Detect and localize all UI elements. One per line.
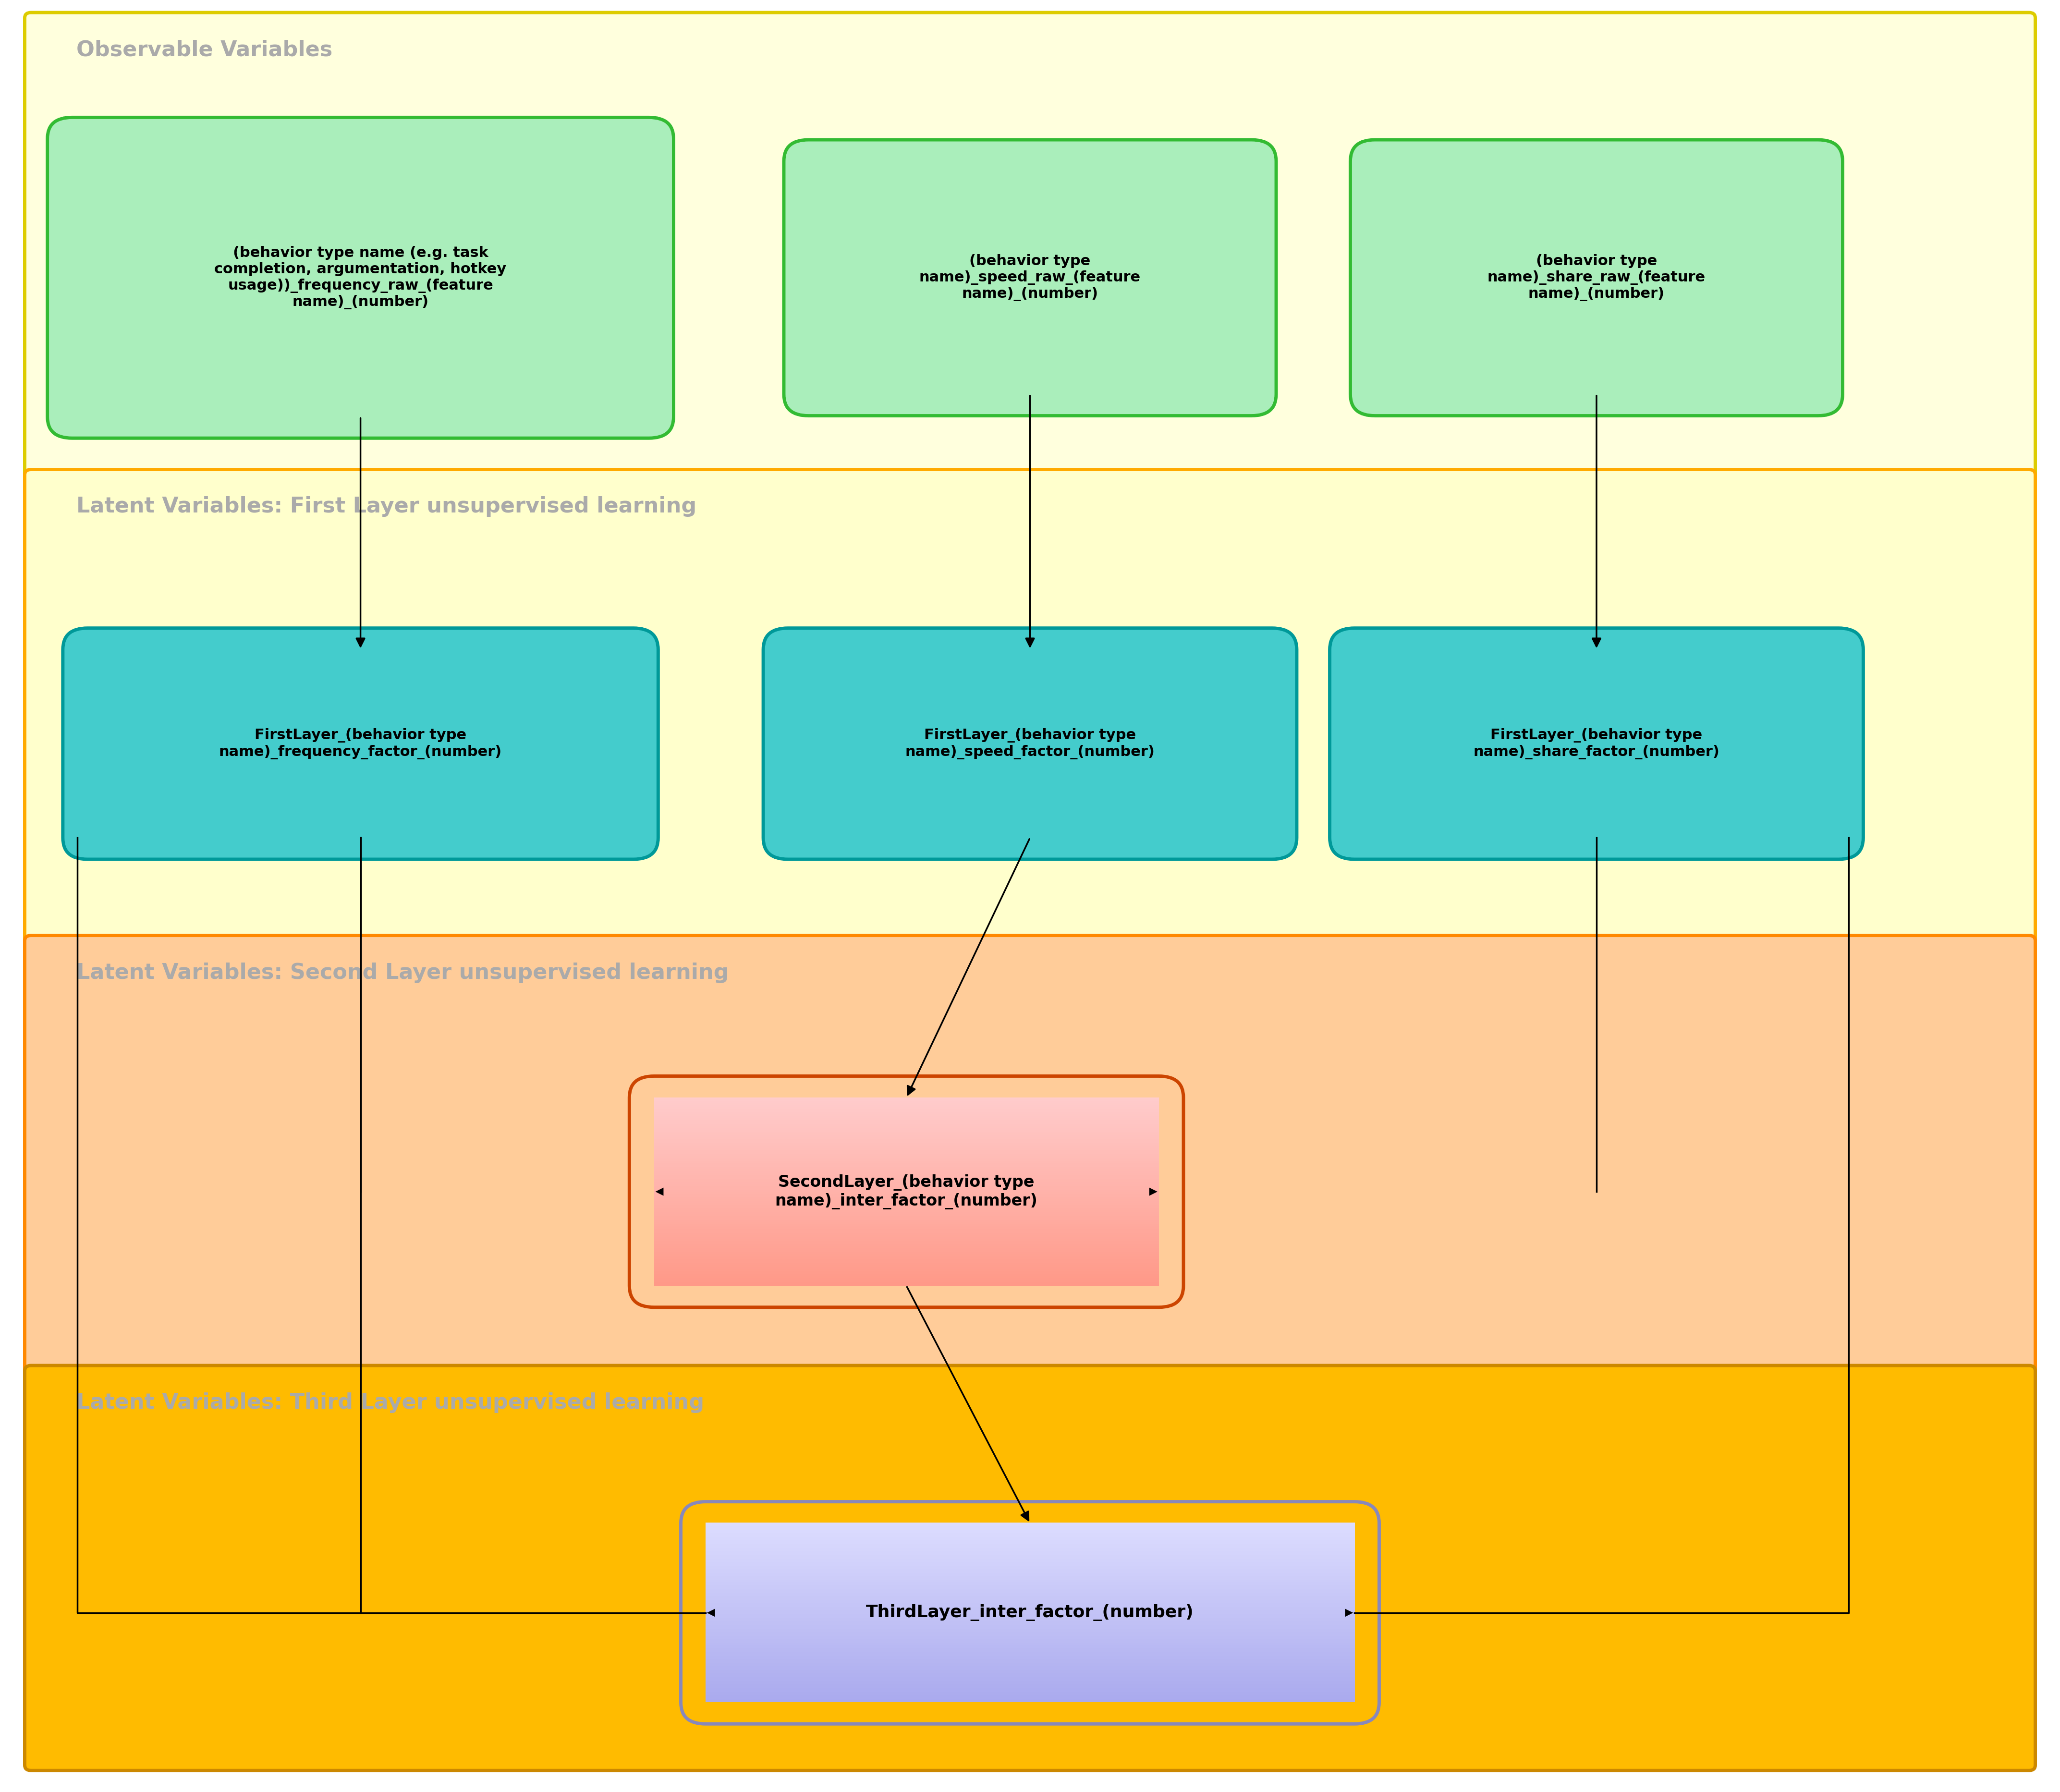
Text: Latent Variables: Second Layer unsupervised learning: Latent Variables: Second Layer unsupervi… xyxy=(76,962,729,984)
FancyBboxPatch shape xyxy=(1351,140,1842,416)
Text: FirstLayer_(behavior type
name)_frequency_factor_(number): FirstLayer_(behavior type name)_frequenc… xyxy=(218,728,503,760)
Text: FirstLayer_(behavior type
name)_share_factor_(number): FirstLayer_(behavior type name)_share_fa… xyxy=(1473,728,1720,760)
Text: ThirdLayer_inter_factor_(number): ThirdLayer_inter_factor_(number) xyxy=(865,1604,1195,1622)
FancyBboxPatch shape xyxy=(47,118,674,439)
Text: (behavior type
name)_speed_raw_(feature
name)_(number): (behavior type name)_speed_raw_(feature … xyxy=(919,254,1141,301)
FancyBboxPatch shape xyxy=(25,1366,2035,1770)
FancyBboxPatch shape xyxy=(1329,629,1862,860)
Text: FirstLayer_(behavior type
name)_speed_factor_(number): FirstLayer_(behavior type name)_speed_fa… xyxy=(904,728,1156,760)
Text: Latent Variables: First Layer unsupervised learning: Latent Variables: First Layer unsupervis… xyxy=(76,496,696,518)
Text: SecondLayer_(behavior type
name)_inter_factor_(number): SecondLayer_(behavior type name)_inter_f… xyxy=(775,1174,1038,1210)
FancyBboxPatch shape xyxy=(62,629,659,860)
FancyBboxPatch shape xyxy=(25,470,2035,946)
Text: (behavior type name (e.g. task
completion, argumentation, hotkey
usage))_frequen: (behavior type name (e.g. task completio… xyxy=(214,246,507,310)
FancyBboxPatch shape xyxy=(783,140,1275,416)
FancyBboxPatch shape xyxy=(25,935,2035,1376)
Text: Observable Variables: Observable Variables xyxy=(76,39,332,61)
Text: (behavior type
name)_share_raw_(feature
name)_(number): (behavior type name)_share_raw_(feature … xyxy=(1487,254,1706,301)
FancyBboxPatch shape xyxy=(25,13,2035,480)
FancyBboxPatch shape xyxy=(762,629,1298,860)
Text: Latent Variables: Third Layer unsupervised learning: Latent Variables: Third Layer unsupervis… xyxy=(76,1392,705,1414)
